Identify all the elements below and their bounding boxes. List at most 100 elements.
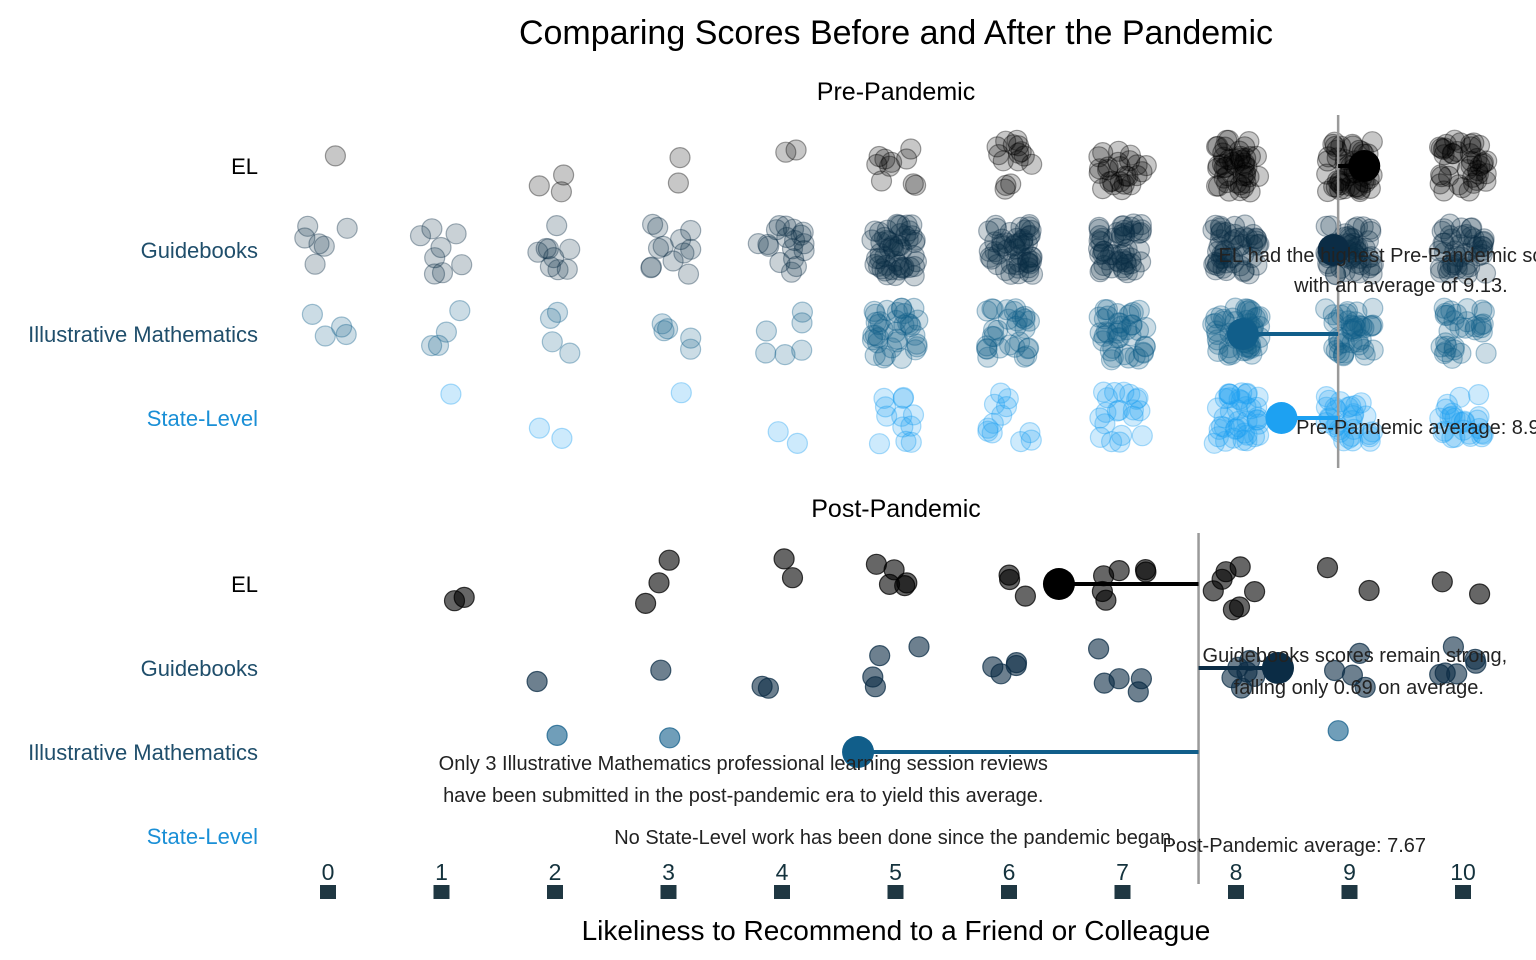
data-point <box>1123 259 1145 281</box>
data-point <box>424 247 446 269</box>
x-tick-mark <box>1001 885 1017 899</box>
data-point <box>552 164 575 186</box>
data-point <box>1006 254 1028 276</box>
data-point <box>1213 407 1235 429</box>
data-point <box>1316 163 1338 185</box>
data-point <box>1355 405 1377 427</box>
data-point <box>1106 400 1129 422</box>
data-point <box>1095 321 1117 343</box>
data-point <box>304 253 326 275</box>
data-point <box>986 254 1008 276</box>
data-point <box>1327 720 1349 742</box>
data-point <box>865 248 888 270</box>
data-point <box>886 328 909 350</box>
data-point <box>1211 153 1234 176</box>
data-point <box>1345 394 1367 417</box>
data-point <box>1011 230 1034 252</box>
data-point <box>861 329 884 351</box>
data-point <box>1243 580 1266 603</box>
data-point <box>1017 337 1040 359</box>
data-point <box>983 326 1005 348</box>
data-point <box>884 250 907 272</box>
data-point <box>895 430 917 452</box>
data-point <box>1450 342 1472 364</box>
data-point <box>634 592 657 615</box>
data-point <box>1322 304 1344 326</box>
data-point <box>976 338 998 360</box>
data-point <box>1236 382 1258 404</box>
data-point <box>1456 159 1478 181</box>
data-point <box>1229 255 1252 277</box>
data-point <box>905 251 928 273</box>
data-point <box>1438 262 1460 284</box>
data-point <box>1470 314 1492 336</box>
data-point <box>978 220 1000 242</box>
data-point <box>901 214 923 236</box>
data-point <box>1224 297 1246 319</box>
data-point <box>1132 342 1155 364</box>
data-point <box>1096 299 1119 321</box>
data-point <box>1235 172 1257 194</box>
data-point <box>1433 420 1456 442</box>
data-point <box>1334 260 1356 283</box>
data-point <box>869 311 891 333</box>
data-point <box>1229 180 1251 202</box>
data-point <box>1329 170 1351 192</box>
data-point <box>1013 346 1036 368</box>
data-point <box>1020 429 1042 451</box>
data-point <box>1091 178 1114 200</box>
data-point <box>1129 400 1151 422</box>
data-point <box>1116 319 1138 341</box>
data-point <box>1347 331 1369 353</box>
data-point <box>898 220 921 242</box>
data-point <box>895 148 918 170</box>
data-point <box>1451 177 1473 199</box>
data-point <box>1089 426 1112 448</box>
data-point <box>1471 243 1494 266</box>
data-point <box>1126 154 1148 176</box>
data-point <box>1107 140 1130 162</box>
data-point <box>1107 312 1130 334</box>
data-point <box>1207 155 1229 177</box>
data-point <box>1450 411 1472 433</box>
data-point <box>1456 253 1478 275</box>
data-point <box>1216 165 1239 187</box>
data-point <box>1340 314 1362 336</box>
data-point <box>906 333 928 355</box>
data-point <box>1088 158 1111 180</box>
data-point <box>662 250 684 272</box>
data-point <box>902 404 925 426</box>
x-tick-mark <box>660 885 677 899</box>
data-point <box>1094 413 1116 435</box>
data-point <box>1122 301 1144 323</box>
data-point <box>1130 219 1153 241</box>
data-point <box>1127 319 1150 342</box>
data-point <box>987 319 1009 341</box>
data-point <box>314 325 336 347</box>
data-point <box>890 297 913 319</box>
data-point <box>1343 418 1365 440</box>
x-tick-mark <box>774 885 790 899</box>
data-point <box>1466 409 1489 431</box>
average-label: Post-Pandemic average: 7.67 <box>1163 835 1427 857</box>
data-point <box>1102 337 1124 359</box>
data-point <box>864 324 887 346</box>
data-point <box>1000 253 1022 275</box>
data-point <box>888 235 910 257</box>
x-tick-mark <box>547 885 563 899</box>
data-point <box>1213 146 1235 168</box>
data-point <box>669 147 691 169</box>
data-point <box>1453 411 1475 433</box>
data-point <box>677 263 700 285</box>
data-point <box>991 404 1013 426</box>
data-point <box>899 256 921 278</box>
data-point <box>1213 242 1235 264</box>
data-point <box>1089 261 1111 283</box>
data-point <box>667 172 690 194</box>
data-point <box>1316 556 1339 579</box>
data-point <box>991 235 1013 257</box>
data-point <box>1097 305 1119 327</box>
data-point <box>1099 340 1121 362</box>
data-point <box>1344 311 1367 333</box>
data-point <box>1008 232 1031 254</box>
